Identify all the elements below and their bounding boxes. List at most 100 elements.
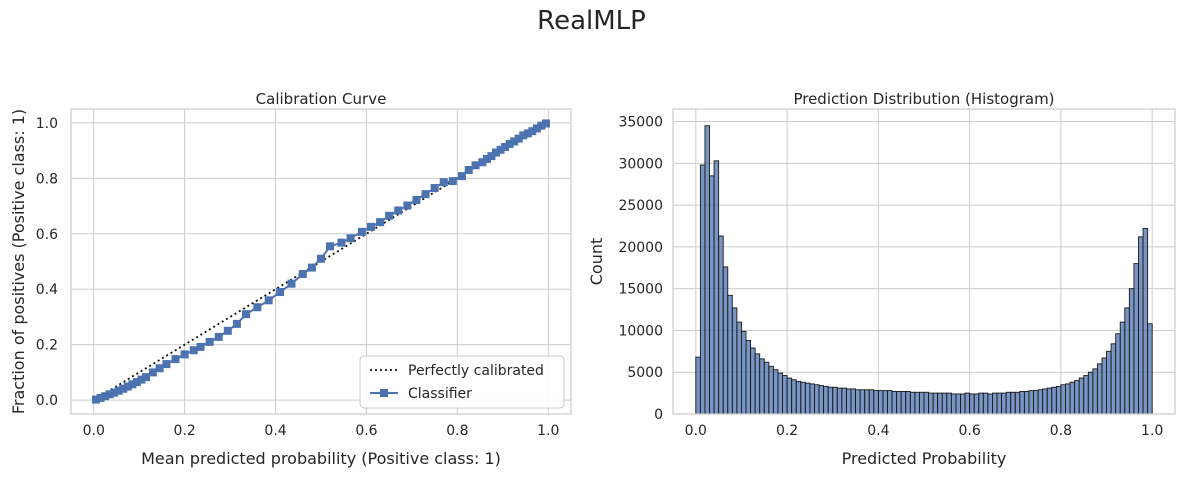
histogram-bar	[960, 393, 966, 415]
histogram-bar	[1055, 385, 1062, 415]
figure-title: RealMLP	[537, 6, 646, 36]
calibration-legend: Perfectly calibrated Classifier	[359, 355, 565, 409]
histogram-bar	[978, 392, 984, 415]
classifier-point	[119, 384, 128, 393]
histogram-bar	[1033, 390, 1039, 415]
histogram-bar	[1106, 350, 1112, 415]
classifier-point	[317, 254, 325, 263]
calibration-plot: Perfectly calibrated Classifier	[70, 108, 572, 415]
histogram-x-tick-label: 1.0	[1141, 423, 1163, 439]
histogram-bar	[745, 340, 752, 415]
histogram-bar	[864, 389, 870, 415]
histogram-bar	[923, 391, 930, 415]
histogram-bar	[1065, 383, 1071, 415]
classifier-point	[307, 263, 316, 272]
histogram-bar	[932, 392, 939, 415]
histogram-y-tick-label: 25000	[618, 198, 663, 214]
histogram-y-tick-label: 30000	[618, 156, 663, 172]
histogram-bar	[941, 392, 948, 415]
classifier-point	[110, 388, 119, 397]
histogram-bar	[1087, 371, 1094, 415]
histogram-bar	[786, 377, 793, 415]
histogram-bar	[896, 390, 902, 415]
legend-classifier-label: Classifier	[408, 386, 472, 402]
classifier-point	[394, 206, 403, 215]
histogram-bar	[1119, 321, 1126, 415]
histogram-bar	[804, 382, 811, 415]
histogram-x-tick-label: 0.8	[1050, 423, 1072, 439]
classifier-point	[223, 326, 232, 335]
histogram-y-tick-label: 20000	[618, 240, 663, 256]
classifier-point	[523, 129, 532, 138]
histogram-bar	[937, 392, 943, 415]
histogram-bar	[1124, 307, 1130, 415]
histogram-x-tick-label: 0.0	[685, 423, 707, 439]
classifier-point	[132, 378, 141, 387]
classifier-point	[196, 342, 205, 351]
histogram-bar	[704, 125, 710, 415]
classifier-point	[532, 124, 541, 133]
histogram-plot-frame	[672, 108, 1176, 415]
histogram-bar	[964, 392, 971, 415]
classifier-point	[346, 234, 355, 243]
histogram-bar	[1014, 391, 1021, 415]
histogram-bar	[1147, 323, 1153, 415]
histogram-bar	[918, 391, 925, 415]
histogram-bar	[1101, 357, 1107, 415]
classifier-point	[412, 195, 421, 204]
histogram-x-tick-label: 0.6	[959, 423, 981, 439]
histogram-bar	[718, 235, 724, 415]
classifier-point	[96, 393, 105, 402]
histogram-bar	[850, 388, 856, 415]
histogram-bar	[695, 356, 701, 415]
classifier-point	[482, 154, 491, 163]
classifier-point	[337, 238, 346, 247]
histogram-bar	[1069, 381, 1076, 415]
classifier-point	[448, 177, 457, 186]
legend-perfect-label: Perfectly calibrated	[408, 363, 544, 379]
calibration-x-tick-label: 0.8	[446, 423, 468, 439]
histogram-bar	[987, 393, 993, 415]
calibration-y-tick-label: 0.0	[36, 393, 58, 409]
calibration-y-tick-label: 0.6	[36, 227, 58, 243]
histogram-bar	[1042, 388, 1048, 415]
classifier-point	[496, 145, 505, 154]
classifier-point	[430, 184, 439, 193]
classifier-point	[171, 355, 180, 364]
histogram-bar	[905, 390, 911, 415]
classifier-point	[189, 346, 198, 355]
classifier-point	[101, 392, 110, 401]
histogram-bar	[1083, 375, 1089, 415]
calibration-x-tick-label: 0.2	[174, 423, 196, 439]
classifier-point	[464, 166, 473, 174]
histogram-bar	[1115, 333, 1121, 415]
histogram-bar	[809, 383, 815, 415]
histogram-bar	[709, 175, 715, 415]
calibration-y-axis-label: Fraction of positives (Positive class: 1…	[9, 109, 28, 414]
histogram-bar	[741, 330, 747, 415]
classifier-point	[253, 303, 262, 312]
classifier-point	[537, 121, 546, 130]
histogram-y-tick-label: 15000	[618, 282, 663, 298]
histogram-bar	[763, 361, 770, 415]
histogram-bar	[1092, 368, 1098, 415]
classifier-point	[162, 360, 171, 369]
histogram-bar	[713, 160, 720, 415]
histogram-bar	[1037, 389, 1044, 415]
classifier-point	[528, 127, 537, 136]
histogram-bar	[855, 389, 861, 415]
histogram-bar	[823, 385, 829, 415]
histogram-bar	[731, 307, 738, 415]
histogram-plot	[672, 108, 1176, 415]
histogram-bar	[791, 379, 797, 415]
histogram-bar	[891, 390, 898, 415]
classifier-point	[487, 152, 496, 161]
histogram-bar	[973, 393, 980, 415]
classifier-point	[114, 386, 123, 395]
histogram-bar	[1142, 228, 1149, 415]
histogram-y-axis-label: Count	[587, 238, 606, 286]
calibration-title: Calibration Curve	[256, 90, 387, 108]
histogram-bar	[914, 391, 920, 415]
histogram-bar	[827, 386, 834, 415]
